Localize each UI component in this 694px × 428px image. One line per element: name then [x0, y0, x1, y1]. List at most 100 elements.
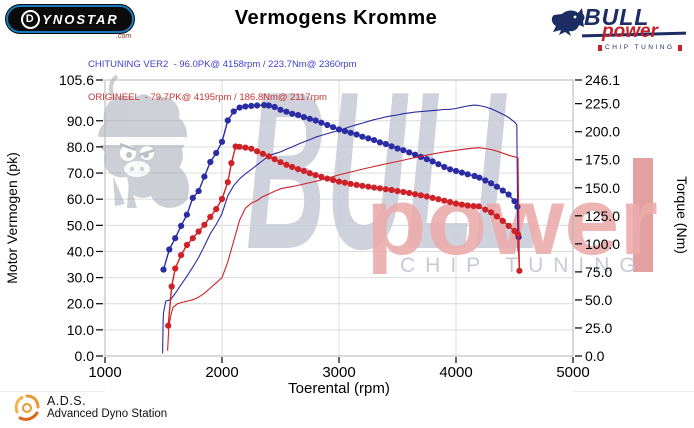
marker-origineel_torque_nm [242, 144, 249, 151]
marker-chiptuning_torque_nm [493, 183, 500, 190]
marker-chiptuning_torque_nm [435, 161, 442, 168]
tick-label-right: 150.0 [585, 180, 620, 196]
marker-origineel_torque_nm [265, 153, 272, 160]
marker-chiptuning_torque_nm [160, 266, 167, 273]
dynostar-logo: D YNOSTAR [6, 5, 134, 33]
marker-origineel_torque_nm [514, 231, 522, 238]
marker-origineel_torque_nm [382, 186, 389, 193]
marker-chiptuning_torque_nm [388, 143, 395, 150]
tick-label-left: 70.0 [67, 165, 94, 181]
marker-origineel_torque_nm [371, 184, 378, 191]
dynostar-wordmark-rest: YNOSTAR [42, 11, 119, 27]
marker-origineel_torque_nm [435, 196, 442, 203]
marker-chiptuning_torque_nm [376, 139, 383, 146]
marker-chiptuning_torque_nm [306, 115, 313, 122]
marker-origineel_torque_nm [365, 183, 372, 190]
marker-origineel_torque_nm [165, 322, 172, 329]
marker-chiptuning_torque_nm [359, 133, 366, 140]
marker-chiptuning_torque_nm [318, 119, 325, 126]
marker-chiptuning_torque_nm [400, 147, 407, 154]
yaxis-title-left: Motor Vermogen (pk) [4, 152, 20, 284]
marker-chiptuning_torque_nm [312, 117, 319, 124]
ads-full: Advanced Dyno Station [47, 408, 168, 420]
marker-chiptuning_torque_nm [201, 173, 208, 180]
tick-label-bottom: 3000 [322, 364, 355, 381]
page-title: Vermogens Kromme [234, 7, 438, 29]
red-square-accent [677, 44, 682, 51]
watermark-power-text: power [366, 168, 658, 275]
marker-chiptuning_torque_nm [300, 114, 307, 121]
bull-pupil [126, 152, 132, 158]
marker-chiptuning_torque_nm [441, 163, 448, 171]
marker-origineel_torque_nm [207, 213, 214, 220]
marker-origineel_torque_nm [499, 217, 506, 224]
marker-origineel_torque_nm [318, 173, 325, 180]
marker-origineel_torque_nm [289, 163, 296, 171]
curve-chiptuning_power_pk [162, 104, 519, 354]
tick-label-left: 105.6 [59, 72, 94, 88]
watermark-bull-icon [92, 74, 189, 208]
tick-label-left: 80.0 [67, 139, 94, 155]
marker-chiptuning_torque_nm [224, 117, 231, 124]
marker-chiptuning_torque_nm [505, 191, 512, 198]
marker-origineel_torque_nm [412, 191, 419, 198]
tick-label-left: 10.0 [67, 322, 94, 338]
tick-label-right: 50.0 [585, 292, 612, 308]
marker-chiptuning_torque_nm [476, 174, 483, 181]
bull-brows [119, 142, 156, 157]
marker-chiptuning_torque_nm [365, 135, 372, 142]
tick-label-bottom: 5000 [556, 364, 589, 381]
tick-label-left: 90.0 [67, 113, 94, 129]
tick-label-right: 25.0 [585, 320, 612, 336]
bull-legs [113, 176, 137, 208]
marker-origineel_torque_nm [236, 143, 243, 150]
marker-chiptuning_torque_nm [371, 137, 378, 144]
bull-body [151, 162, 189, 208]
tick-label-bottom: 2000 [205, 364, 238, 381]
power-wordmark: power [602, 21, 658, 42]
marker-origineel_torque_nm [300, 167, 307, 175]
marker-origineel_torque_nm [394, 188, 401, 195]
marker-chiptuning_torque_nm [265, 102, 272, 109]
yaxis-title-right: Torque (Nm) [674, 176, 690, 254]
marker-origineel_torque_nm [228, 160, 235, 167]
marker-chiptuning_torque_nm [499, 187, 506, 194]
marker-origineel_torque_nm [178, 252, 185, 259]
marker-chiptuning_torque_nm [189, 194, 196, 201]
marker-chiptuning_torque_nm [412, 151, 419, 158]
marker-chiptuning_torque_nm [447, 166, 454, 173]
marker-origineel_torque_nm [505, 222, 512, 229]
marker-chiptuning_torque_nm [166, 246, 173, 253]
marker-chiptuning_torque_nm [178, 222, 185, 229]
tick-label-right: 175.0 [585, 152, 620, 168]
bull-nostril [129, 166, 135, 172]
tick-label-left: 30.0 [67, 270, 94, 286]
marker-chiptuning_torque_nm [213, 149, 220, 157]
tick-label-right: 75.0 [585, 264, 612, 280]
marker-chiptuning_torque_nm [261, 102, 268, 109]
marker-chiptuning_torque_nm [511, 198, 518, 205]
marker-chiptuning_torque_nm [277, 106, 284, 113]
marker-chiptuning_torque_nm [330, 124, 337, 131]
bull-icon [551, 8, 585, 36]
marker-origineel_torque_nm [458, 201, 465, 208]
marker-origineel_torque_nm [429, 194, 436, 201]
marker-chiptuning_torque_nm [464, 171, 471, 178]
legend-item-chiptuning: CHITUNING VER2 - 96.0PK@ 4158rpm / 223.7… [88, 59, 357, 70]
marker-chiptuning_torque_nm [423, 156, 430, 163]
marker-origineel_torque_nm [482, 206, 489, 213]
marker-chiptuning_torque_nm [248, 102, 255, 109]
marker-origineel_torque_nm [388, 186, 395, 194]
marker-origineel_torque_nm [470, 203, 477, 210]
marker-chiptuning_torque_nm [353, 131, 360, 138]
tick-label-left: 60.0 [67, 191, 94, 207]
marker-chiptuning_torque_nm [382, 140, 389, 148]
marker-origineel_torque_nm [493, 213, 500, 220]
marker-origineel_torque_nm [400, 188, 407, 196]
marker-origineel_torque_nm [341, 179, 348, 186]
marker-origineel_torque_nm [353, 181, 360, 188]
axes: 105.6 90.0 80.0 70.0 60.0 50.0 40.0 30.0 20.0 10.… [4, 72, 690, 381]
marker-origineel_torque_nm [330, 177, 337, 184]
